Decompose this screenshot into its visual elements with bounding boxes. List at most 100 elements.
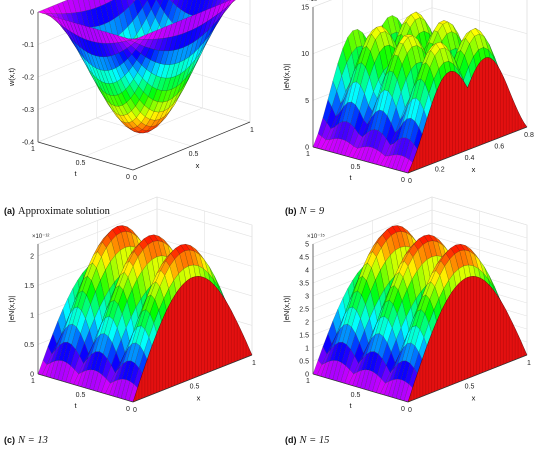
t-tick-label: 1 — [306, 151, 310, 158]
plot-group: 00.5100.5100.511.522.533.544.55xt|eN(x,t… — [282, 196, 531, 414]
t-tick-label: 1 — [31, 146, 35, 153]
panel-c: 0 0.5 1 0 0.5 1 0 0.5 1 1.5 2 x t |eN(x,t)| ×10⁻¹² — [0, 196, 275, 420]
z-tick-label: 1.5 — [299, 333, 309, 340]
caption-b: (b) N = 9 — [285, 206, 324, 217]
t-tick-label: 0 — [126, 406, 130, 413]
axes: 00.5100.5100.511.522.533.544.55xt|eN(x,t… — [282, 233, 531, 414]
t-tick-label: 0.5 — [351, 392, 361, 399]
z-tick-label: 5 — [305, 98, 309, 105]
x-axis-line — [132, 354, 253, 403]
t-axis-line — [37, 373, 134, 403]
t-axis-label: t — [349, 173, 352, 182]
surface-plot-d: 00.5100.5100.511.522.533.544.55xt|eN(x,t… — [282, 196, 531, 414]
surface — [37, 0, 236, 134]
t-axis-line — [312, 373, 409, 403]
x-tick-label: 0.5 — [465, 384, 475, 391]
caption-a: (a) Approximate solution — [4, 206, 110, 217]
x-axis-label: x — [472, 394, 476, 403]
z-tick-label: 0 — [305, 145, 309, 152]
x-tick-label: 1 — [527, 360, 531, 367]
z-tick-label: 5 — [305, 242, 309, 249]
x-tick-label: 0.4 — [465, 155, 475, 162]
t-tick-label: 1 — [31, 378, 35, 385]
x-tick-label: 0.6 — [494, 144, 504, 151]
x-axis-label: x — [196, 161, 200, 170]
caption-b-letter: (b) — [285, 206, 297, 216]
x-tick-label: 0.5 — [189, 151, 199, 158]
x-axis-line — [407, 126, 528, 174]
t-axis-line — [312, 146, 409, 174]
t-tick-label: 0.5 — [76, 392, 86, 399]
x-axis-line — [407, 354, 528, 403]
t-tick-label: 0 — [401, 406, 405, 413]
z-tick-label: 10 — [301, 51, 309, 58]
z-tick-label: 0.5 — [24, 342, 34, 349]
x-tick-label: 0 — [408, 178, 412, 185]
z-axis-label: w(x,t) — [7, 67, 16, 87]
surface — [312, 225, 528, 403]
x-tick-label: 0.8 — [524, 132, 534, 139]
x-tick-label: 0 — [133, 407, 137, 414]
z-tick-label: -0.1 — [22, 42, 34, 49]
t-axis-label: t — [74, 401, 77, 410]
t-tick-label: 0 — [126, 174, 130, 181]
x-tick-label: 0 — [408, 407, 412, 414]
z-tick-label: -0.2 — [22, 75, 34, 82]
z-tick-label: -0.4 — [22, 140, 34, 147]
caption-d: (d) N = 15 — [285, 435, 329, 446]
z-tick-label: 4.5 — [299, 255, 309, 262]
z-tick-label: 1 — [305, 346, 309, 353]
z-axis-label: |eN(x,t)| — [282, 296, 291, 322]
z-tick-label: 1 — [30, 312, 34, 319]
surface — [312, 11, 528, 174]
x-axis-line — [132, 121, 251, 171]
x-tick-label: 0.2 — [435, 167, 445, 174]
panel-a: 0 0.5 1 0 0.5 1 -0.4 -0.3 -0.2 -0.1 0 x t w(x,t) — [0, 0, 275, 200]
panel-d: 0 0.5 1 0 0.5 1 0 0.5 1 1.5 2 2.5 3 3.5 4 4.5 5 x t |eN(x,t… — [275, 196, 550, 420]
z-tick-label: 3.5 — [299, 281, 309, 288]
caption-c-letter: (c) — [4, 435, 15, 445]
z-multiplier: ×10⁻¹² — [32, 234, 49, 240]
z-tick-label: 3 — [305, 294, 309, 301]
caption-c: (c) N = 13 — [4, 435, 48, 446]
t-tick-label: 0.5 — [351, 164, 361, 171]
x-tick-label: 0 — [133, 175, 137, 182]
t-axis-line — [37, 141, 134, 171]
t-tick-label: 0.5 — [76, 160, 86, 167]
z-tick-label: 0 — [30, 372, 34, 379]
t-axis-label: t — [74, 169, 77, 178]
z-tick-label: -0.3 — [22, 107, 34, 114]
z-tick-label: 2.5 — [299, 307, 309, 314]
z-tick-label: 2 — [305, 320, 309, 327]
caption-d-letter: (d) — [285, 435, 297, 445]
z-tick-label: 0 — [305, 372, 309, 379]
z-tick-label: 0.5 — [299, 359, 309, 366]
caption-a-text: Approximate solution — [18, 206, 110, 217]
x-tick-label: 1 — [252, 360, 256, 367]
t-axis-label: t — [349, 401, 352, 410]
x-axis-label: x — [197, 394, 201, 403]
panel-b: 0 0.2 0.4 0.6 0.8 0 0.5 1 0 5 10 15 x t |eN(x,t)| ×10⁻⁹ — [275, 0, 550, 200]
z-tick-label: 4 — [305, 268, 309, 275]
z-multiplier: ×10⁻⁹ — [307, 0, 323, 3]
x-axis-label: x — [472, 165, 476, 174]
caption-b-text: N = 9 — [299, 206, 325, 217]
x-tick-label: 1 — [250, 127, 254, 134]
z-tick-label: 1.5 — [24, 283, 34, 290]
z-axis-label: |eN(x,t)| — [7, 296, 16, 322]
z-tick-label: 2 — [30, 253, 34, 260]
z-tick-label: 15 — [301, 5, 309, 12]
x-tick-label: 0.5 — [190, 384, 200, 391]
caption-a-letter: (a) — [4, 206, 15, 216]
caption-d-text: N = 15 — [299, 435, 330, 446]
surface — [37, 225, 253, 403]
z-axis-label: |eN(x,t)| — [282, 64, 291, 90]
